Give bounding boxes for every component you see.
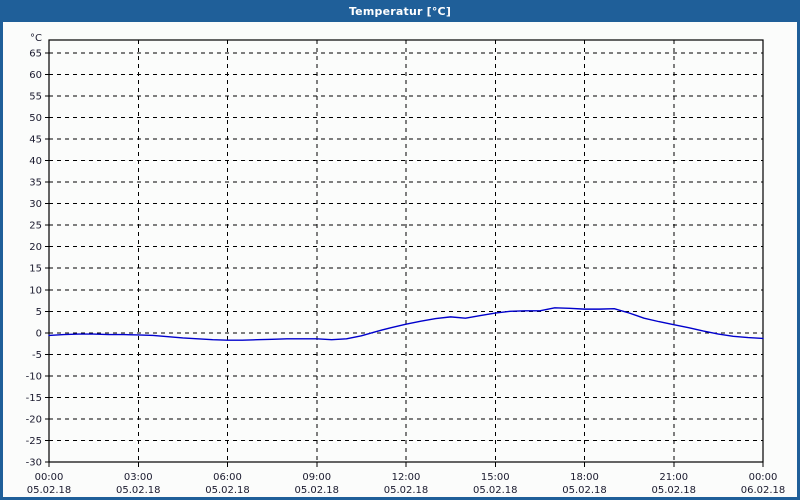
chart-background (3, 22, 797, 497)
x-axis-tick-labels: 00:00 05.02.18 03:00 05.02.18 06:00 05.02.18 0… (27, 472, 786, 496)
x-axis-date-label: 05.02.18 (651, 485, 696, 496)
x-axis-time-label: 06:00 (213, 472, 242, 483)
x-axis-time-label: 00:00 (749, 472, 778, 483)
y-axis-tick-label: -30 (26, 458, 42, 469)
x-axis-time-label: 12:00 (392, 472, 421, 483)
x-axis-tick-marks (48, 462, 764, 467)
x-axis-date-label: 05.02.18 (562, 485, 607, 496)
y-axis-tick-marks (45, 52, 49, 463)
x-axis-date-label: 06.02.18 (741, 485, 786, 496)
y-axis-tick-label: 0 (36, 328, 42, 339)
y-axis-tick-label: 45 (29, 135, 42, 146)
y-axis-unit-label: °C (30, 33, 42, 44)
chart-canvas: 65 60 55 50 45 40 35 30 25 20 15 10 5 0 -5 -10 -15 -20 -25… (3, 22, 797, 497)
y-axis-tick-label: -5 (32, 350, 42, 361)
y-axis-tick-label: 30 (29, 199, 42, 210)
x-axis-time-label: 00:00 (35, 472, 64, 483)
y-axis-tick-label: 60 (29, 70, 42, 81)
y-axis-tick-label: -20 (26, 414, 42, 425)
y-axis-tick-label: 25 (29, 221, 42, 232)
x-axis-time-label: 18:00 (570, 472, 599, 483)
temperature-series-line (48, 307, 764, 341)
y-axis-tick-label: 20 (29, 242, 42, 253)
y-axis-tick-label: -25 (26, 436, 42, 447)
temperature-line-chart: 65605550454035302520151050-5-10-15-20-25… (3, 22, 797, 497)
x-axis-time-label: 03:00 (124, 472, 153, 483)
y-axis-tick-label: 55 (29, 91, 42, 102)
window-title-bar: Temperatur [°C] (0, 0, 800, 22)
horizontal-gridlines (49, 52, 763, 441)
x-axis-date-label: 05.02.18 (116, 485, 161, 496)
y-axis-tick-label: 40 (29, 156, 42, 167)
page-title: Temperatur [°C] (348, 4, 452, 18)
x-axis-date-label: 05.02.18 (294, 485, 339, 496)
y-axis-tick-label: 65 (29, 48, 42, 59)
x-axis-time-label: 09:00 (302, 472, 331, 483)
x-axis-date-label: 05.02.18 (27, 485, 72, 496)
x-axis-date-label: 05.02.18 (473, 485, 518, 496)
y-axis-tick-label: 10 (29, 285, 42, 296)
y-axis-tick-labels: 65605550454035302520151050-5-10-15-20-25… (26, 48, 42, 468)
x-axis-time-label: 21:00 (659, 472, 688, 483)
y-axis-tick-label: 35 (29, 178, 42, 189)
y-axis-tick-label: -15 (26, 393, 42, 404)
x-axis-date-label: 05.02.18 (205, 485, 250, 496)
x-axis-date-label: 05.02.18 (384, 485, 429, 496)
y-axis-tick-label: 15 (29, 264, 42, 275)
y-axis-tick-label: -10 (26, 371, 42, 382)
x-axis-time-label: 15:00 (481, 472, 510, 483)
y-axis-tick-label: 50 (29, 113, 42, 124)
y-axis-tick-label: 5 (36, 307, 42, 318)
vertical-gridlines (137, 40, 675, 462)
